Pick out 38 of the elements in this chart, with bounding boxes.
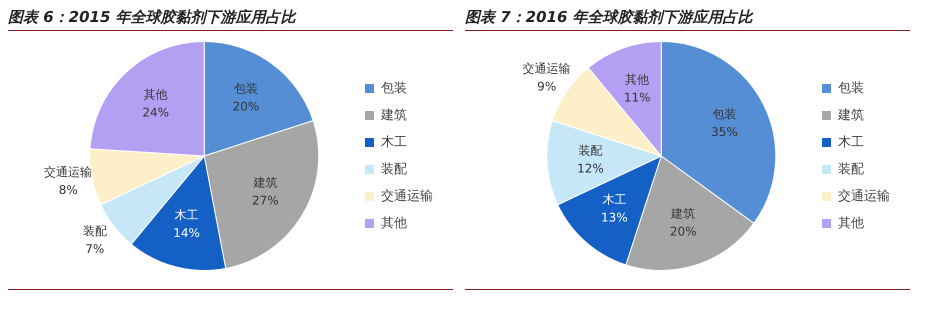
slice-label: 包装 <box>234 82 258 96</box>
legend-label: 建筑 <box>380 108 407 123</box>
data-label: 11% <box>624 90 651 104</box>
data-label: 12% <box>577 162 604 176</box>
data-label: 14% <box>173 226 200 240</box>
data-label: 20% <box>670 224 697 239</box>
legend-label: 建筑 <box>837 108 864 123</box>
slice-label: 木工 <box>174 208 199 222</box>
data-label: 9% <box>537 79 556 94</box>
slice-label: 建筑 <box>252 175 278 190</box>
data-label: 8% <box>58 183 78 198</box>
data-label: 20% <box>232 100 260 114</box>
legend-label: 装配 <box>838 162 864 177</box>
legend-label: 交通运输 <box>838 188 890 204</box>
data-label: 7% <box>85 242 104 256</box>
legend-label: 装配 <box>381 162 407 177</box>
slice-label: 其他 <box>625 72 650 86</box>
legend-label: 其他 <box>838 216 864 231</box>
data-label: 24% <box>142 105 169 120</box>
legend-label: 木工 <box>381 134 407 150</box>
slice-label: 包装 <box>712 106 737 121</box>
legend-label: 其他 <box>381 216 407 231</box>
data-label: 35% <box>711 124 738 139</box>
data-label: 27% <box>252 193 279 208</box>
slice-label: 装配 <box>578 144 602 158</box>
slice-label: 其他 <box>144 87 168 102</box>
data-label: 13% <box>600 210 628 224</box>
chart-title: 图表 7：2016 年全球胶黏剂下游应用占比 <box>465 8 910 31</box>
slice-label: 交通运输 <box>522 61 571 76</box>
slice-label: 交通运输 <box>44 165 92 180</box>
legend-label: 木工 <box>838 134 864 150</box>
legend-label: 包装 <box>381 80 407 96</box>
slice-label: 装配 <box>82 224 107 238</box>
slice-label: 建筑 <box>670 206 696 221</box>
legend-label: 包装 <box>838 80 864 96</box>
legend-label: 交通运输 <box>381 188 433 204</box>
chart-title: 图表 6：2015 年全球胶黏剂下游应用占比 <box>8 8 453 31</box>
slice-label: 木工 <box>602 192 626 206</box>
